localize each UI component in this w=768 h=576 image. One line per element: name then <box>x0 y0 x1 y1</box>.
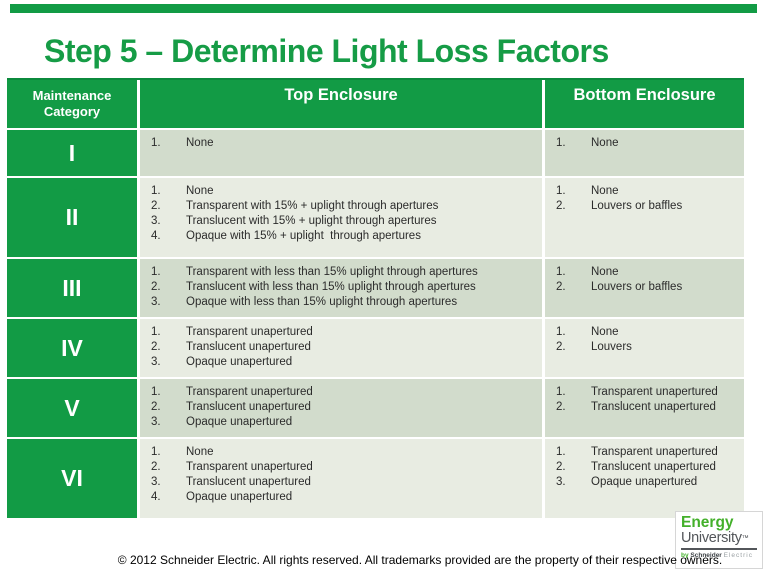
bottom-enclosure-cell: Transparent unapertured Translucent unape… <box>545 379 744 437</box>
category-cell: III <box>7 259 137 317</box>
top-enclosure-list: Transparent with less than 15% uplight t… <box>140 265 536 310</box>
enclosure-list-item: Translucent unapertured <box>556 400 716 415</box>
category-cell: II <box>7 178 137 257</box>
bottom-enclosure-cell: None Louvers <box>545 319 744 377</box>
enclosure-list-item: Transparent with 15% + uplight through a… <box>151 199 439 214</box>
logo-university-word: University <box>681 530 742 546</box>
table-row-category-5: V Transparent unapertured Translucent una… <box>7 379 744 437</box>
enclosure-list-item: None <box>151 136 214 151</box>
logo-divider-line <box>681 548 757 550</box>
category-cell: V <box>7 379 137 437</box>
bottom-enclosure-list: None Louvers or baffles <box>545 184 738 214</box>
enclosure-list-item: Transparent unapertured <box>151 460 313 475</box>
table-header-row: Maintenance Category Top Enclosure Botto… <box>7 78 744 128</box>
bottom-enclosure-list: Transparent unapertured Translucent unape… <box>545 385 738 415</box>
top-enclosure-list: None Transparent with 15% + uplight throu… <box>140 184 536 244</box>
table-row-category-4: IV Transparent unapertured Translucent un… <box>7 319 744 377</box>
bottom-enclosure-list: None <box>545 136 738 151</box>
enclosure-list-item: None <box>556 325 619 340</box>
enclosure-list-item: Opaque unapertured <box>151 415 293 430</box>
enclosure-list-item: Translucent unapertured <box>151 340 311 355</box>
top-enclosure-list: Transparent unapertured Translucent unape… <box>140 385 536 430</box>
header-bottom-enclosure: Bottom Enclosure <box>545 80 744 128</box>
logo-electric-text: Electric <box>723 552 753 559</box>
enclosure-list-item: Louvers or baffles <box>556 280 683 295</box>
enclosure-list-item: Translucent with 15% + uplight through a… <box>151 214 437 229</box>
enclosure-list-item: Opaque unapertured <box>151 490 293 505</box>
logo-byline: by Schneider Electric <box>681 552 757 560</box>
logo-schneider-text: Schneider <box>690 552 722 559</box>
logo-university-text: University™ <box>681 531 757 546</box>
top-enclosure-cell: Transparent unapertured Translucent unape… <box>140 379 542 437</box>
enclosure-list-item: None <box>556 184 619 199</box>
category-cell: VI <box>7 439 137 518</box>
enclosure-list-item: None <box>556 265 619 280</box>
bottom-enclosure-cell: None Louvers or baffles <box>545 259 744 317</box>
table-row-category-6: VI None Transparent unapertured Translucen… <box>7 439 744 518</box>
enclosure-list-item: Translucent unapertured <box>556 460 716 475</box>
enclosure-list-item: Transparent with less than 15% uplight t… <box>151 265 478 280</box>
enclosure-list-item: Transparent unapertured <box>556 445 718 460</box>
logo-by-text: by <box>681 552 689 559</box>
header-top-enclosure: Top Enclosure <box>140 80 542 128</box>
bottom-enclosure-cell: None <box>545 130 744 176</box>
enclosure-list-item: Opaque with 15% + uplight through apertu… <box>151 229 421 244</box>
enclosure-list-item: Louvers <box>556 340 632 355</box>
enclosure-list-item: Transparent unapertured <box>556 385 718 400</box>
bottom-enclosure-list: Transparent unapertured Translucent unape… <box>545 445 738 490</box>
bottom-enclosure-list: None Louvers or baffles <box>545 265 738 295</box>
enclosure-list-item: None <box>556 136 619 151</box>
table-row-category-3: III Transparent with less than 15% uplig… <box>7 259 744 317</box>
category-cell: IV <box>7 319 137 377</box>
energy-university-logo: Energy University™ by Schneider Electric <box>675 511 763 569</box>
trademark-symbol: ™ <box>741 535 749 542</box>
enclosure-list-item: Transparent unapertured <box>151 325 313 340</box>
enclosure-list-item: Translucent unapertured <box>151 400 311 415</box>
enclosure-list-item: None <box>151 445 214 460</box>
enclosure-list-item: Opaque unapertured <box>151 355 293 370</box>
top-enclosure-list: None Transparent unapertured Translucent u… <box>140 445 536 505</box>
top-enclosure-list: Transparent unapertured Translucent unape… <box>140 325 536 370</box>
top-enclosure-cell: Transparent with less than 15% uplight t… <box>140 259 542 317</box>
enclosure-list-item: Louvers or baffles <box>556 199 683 214</box>
top-enclosure-cell: None Transparent unapertured Translucent u… <box>140 439 542 518</box>
bottom-enclosure-list: None Louvers <box>545 325 738 355</box>
enclosure-list-item: None <box>151 184 214 199</box>
table-row-category-1: I None None <box>7 130 744 176</box>
enclosure-list-item: Opaque with less than 15% uplight throug… <box>151 295 458 310</box>
top-accent-bar <box>10 4 757 13</box>
header-maintenance-category: Maintenance Category <box>7 80 137 128</box>
top-enclosure-cell: None <box>140 130 542 176</box>
enclosure-list-item: Opaque unapertured <box>556 475 698 490</box>
category-cell: I <box>7 130 137 176</box>
enclosure-list-item: Transparent unapertured <box>151 385 313 400</box>
top-enclosure-list: None <box>140 136 536 151</box>
enclosure-list-item: Translucent with less than 15% uplight t… <box>151 280 476 295</box>
enclosure-list-item: Translucent unapertured <box>151 475 311 490</box>
logo-energy-text: Energy <box>681 514 734 531</box>
light-loss-factors-table: Maintenance Category Top Enclosure Botto… <box>7 78 744 518</box>
slide-title: Step 5 – Determine Light Loss Factors <box>44 33 609 69</box>
table-row-category-2: II None Transparent with 15% + uplight th… <box>7 178 744 257</box>
bottom-enclosure-cell: Transparent unapertured Translucent unape… <box>545 439 744 518</box>
footer-copyright: © 2012 Schneider Electric. All rights re… <box>117 553 723 567</box>
top-enclosure-cell: Transparent unapertured Translucent unape… <box>140 319 542 377</box>
top-enclosure-cell: None Transparent with 15% + uplight throu… <box>140 178 542 257</box>
bottom-enclosure-cell: None Louvers or baffles <box>545 178 744 257</box>
